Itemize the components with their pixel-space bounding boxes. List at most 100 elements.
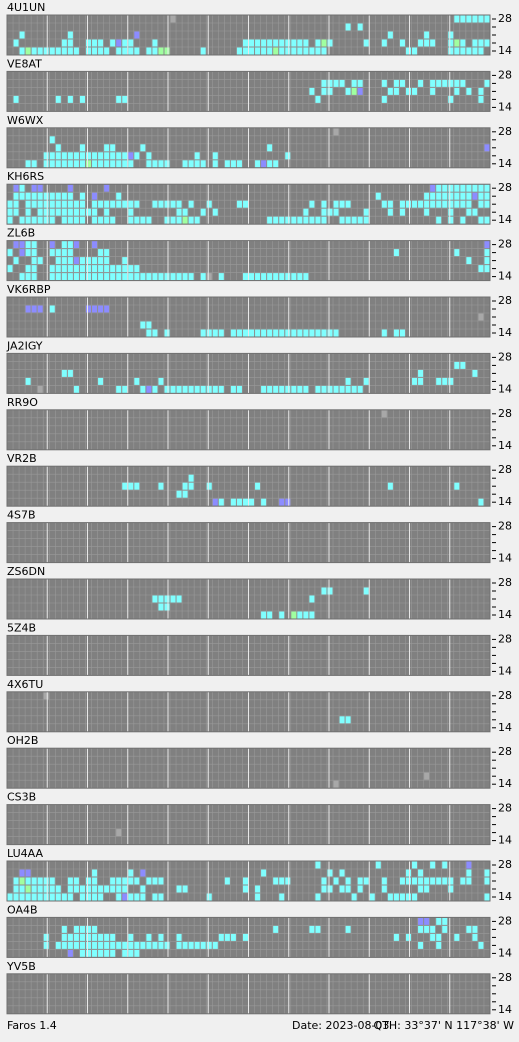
signal-cell [327, 208, 333, 216]
signal-cell [255, 47, 261, 55]
signal-cell [116, 47, 122, 55]
signal-cell [321, 877, 327, 885]
signal-cell [170, 273, 176, 281]
signal-cell [19, 885, 25, 893]
signal-cell [128, 39, 134, 47]
signal-cell [25, 877, 31, 885]
signal-cell [31, 200, 37, 208]
signal-cell [31, 305, 37, 313]
signal-cell [134, 265, 140, 273]
signal-cell [430, 861, 436, 869]
signal-cell [267, 160, 273, 168]
signal-cell [79, 192, 85, 200]
signal-cell [297, 611, 303, 619]
signal-cell [279, 39, 285, 47]
signal-cell [273, 273, 279, 281]
signal-cell [436, 941, 442, 949]
signal-cell [182, 273, 188, 281]
signal-cell [261, 273, 267, 281]
signal-cell [279, 877, 285, 885]
signal-cell [110, 265, 116, 273]
signal-cell [122, 273, 128, 281]
signal-cell [146, 329, 152, 337]
signal-cell [31, 265, 37, 273]
signal-cell [327, 329, 333, 337]
signal-cell [472, 15, 478, 23]
signal-cell [79, 257, 85, 265]
signal-cell [357, 79, 363, 87]
signal-cell [381, 877, 387, 885]
signal-cell [345, 216, 351, 224]
signal-cell [164, 595, 170, 603]
station-name: OA4B [7, 903, 38, 916]
signal-cell [412, 861, 418, 869]
signal-cell [128, 273, 134, 281]
signal-cell [43, 160, 49, 168]
signal-cell [49, 877, 55, 885]
signal-cell [19, 273, 25, 281]
signal-cell [98, 249, 104, 257]
signal-cell [134, 893, 140, 901]
signal-cell [116, 877, 122, 885]
panel-border [6, 127, 491, 169]
signal-cell [110, 144, 116, 152]
signal-cell [79, 265, 85, 273]
signal-cell [170, 15, 176, 23]
signal-cell [85, 885, 92, 893]
signal-cell [116, 200, 122, 208]
signal-cell [92, 941, 98, 949]
signal-cell [104, 216, 110, 224]
signal-cell [279, 893, 285, 901]
signal-cell [430, 192, 436, 200]
signal-cell [424, 925, 430, 933]
station-name: ZS6DN [7, 565, 45, 578]
signal-cell [279, 216, 285, 224]
panel-border [6, 578, 491, 620]
signal-cell [448, 95, 454, 103]
band-label-bottom: 14 [498, 721, 512, 734]
signal-cell [67, 273, 73, 281]
signal-cell [188, 273, 194, 281]
signal-cell [92, 885, 98, 893]
band-label-top: 28 [498, 858, 512, 871]
signal-cell [146, 385, 152, 393]
signal-cell [424, 772, 430, 780]
signal-cell [285, 273, 291, 281]
signal-cell [315, 95, 321, 103]
signal-cell [49, 241, 55, 249]
signal-cell [466, 861, 472, 869]
signal-cell [418, 941, 424, 949]
signal-cell [424, 885, 430, 893]
signal-cell [79, 160, 85, 168]
signal-cell [67, 216, 73, 224]
signal-cell [261, 160, 267, 168]
signal-cell [393, 329, 399, 337]
signal-cell [73, 273, 79, 281]
signal-cell [303, 47, 309, 55]
signal-cell [255, 39, 261, 47]
signal-cell [116, 385, 122, 393]
signal-cell [436, 184, 442, 192]
signal-cell [110, 200, 116, 208]
signal-cell [218, 933, 224, 941]
signal-cell [182, 941, 188, 949]
signal-cell [55, 192, 61, 200]
signal-cell [297, 385, 303, 393]
signal-cell [116, 829, 122, 837]
signal-cell [200, 385, 206, 393]
signal-cell [164, 200, 170, 208]
signal-cell [116, 265, 122, 273]
signal-cell [128, 47, 134, 55]
signal-cell [61, 47, 67, 55]
signal-cell [98, 265, 104, 273]
signal-cell [31, 893, 37, 901]
signal-cell [460, 39, 466, 47]
band-label-top: 28 [498, 971, 512, 984]
signal-cell [436, 79, 442, 87]
signal-cell [424, 39, 430, 47]
signal-cell [37, 305, 43, 313]
signal-cell [321, 216, 327, 224]
signal-cell [158, 47, 164, 55]
signal-cell [297, 39, 303, 47]
band-label-bottom: 14 [498, 495, 512, 508]
